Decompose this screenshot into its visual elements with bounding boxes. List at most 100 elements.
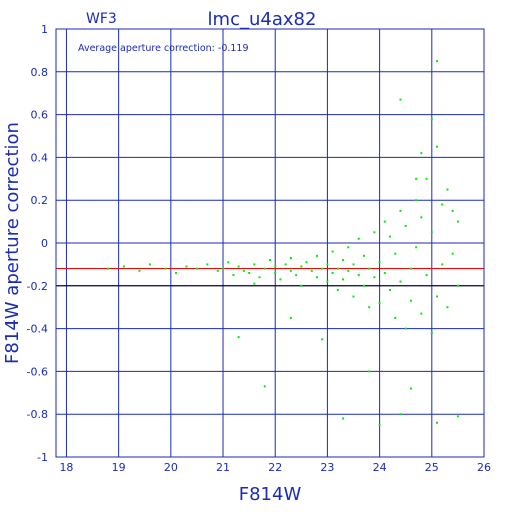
data-point — [122, 265, 125, 268]
data-point — [310, 269, 313, 272]
data-point — [289, 316, 292, 319]
data-point — [456, 415, 459, 418]
data-point — [383, 220, 386, 223]
data-point — [456, 220, 459, 223]
data-point — [342, 259, 345, 262]
x-tick-label: 23 — [320, 461, 334, 474]
y-tick-label: -0.2 — [27, 280, 48, 293]
data-point — [315, 254, 318, 257]
data-point — [232, 274, 235, 277]
data-point — [430, 231, 433, 234]
data-point — [415, 246, 418, 249]
data-point — [305, 261, 308, 264]
data-point — [284, 263, 287, 266]
data-point — [248, 271, 251, 274]
data-point — [394, 252, 397, 255]
data-point — [274, 265, 277, 268]
y-tick-label: 0.8 — [31, 66, 49, 79]
x-tick-label: 18 — [59, 461, 73, 474]
data-point — [342, 417, 345, 420]
data-point — [368, 306, 371, 309]
y-tick-label: -0.6 — [27, 365, 48, 378]
data-point — [378, 423, 381, 426]
annotation-average: Average aperture correction: -0.119 — [78, 43, 249, 54]
data-point — [175, 271, 178, 274]
data-point — [300, 265, 303, 268]
data-point — [342, 278, 345, 281]
y-tick-labels: 1 0.8 0.6 0.4 0.2 0 -0.2 -0.4 -0.6 -0.8 -1 — [27, 23, 48, 464]
chart-title: lmc_u4ax82 — [208, 9, 317, 30]
data-point — [185, 265, 188, 268]
data-point — [253, 263, 256, 266]
data-point — [347, 246, 350, 249]
data-point — [420, 216, 423, 219]
data-point — [336, 289, 339, 292]
data-point — [394, 316, 397, 319]
data-point — [383, 271, 386, 274]
data-point — [321, 267, 324, 270]
data-point — [404, 224, 407, 227]
data-point — [227, 261, 230, 264]
x-tick-label: 19 — [112, 461, 126, 474]
data-point — [368, 267, 371, 270]
data-point — [331, 271, 334, 274]
x-axis-label: F814W — [239, 484, 302, 505]
data-point — [107, 267, 110, 270]
data-point — [331, 250, 334, 253]
data-point — [425, 177, 428, 180]
data-point — [436, 421, 439, 424]
data-point — [326, 280, 329, 283]
data-point — [441, 263, 444, 266]
data-point — [446, 306, 449, 309]
data-point — [409, 267, 412, 270]
data-point — [274, 271, 277, 274]
data-point — [389, 289, 392, 292]
data-point — [430, 331, 433, 334]
plot-frame — [55, 28, 485, 458]
data-point — [373, 231, 376, 234]
data-point — [425, 274, 428, 277]
data-point — [404, 327, 407, 330]
data-point — [409, 387, 412, 390]
data-point — [357, 274, 360, 277]
data-point — [362, 284, 365, 287]
data-point — [242, 269, 245, 272]
camera-label: WF3 — [86, 11, 117, 27]
data-point — [138, 269, 141, 272]
data-point — [321, 338, 324, 341]
data-point — [216, 269, 219, 272]
data-point — [148, 263, 151, 266]
y-tick-label: 1 — [41, 23, 48, 36]
y-tick-label: 0.4 — [31, 151, 49, 164]
y-tick-label: 0.2 — [31, 194, 49, 207]
x-tick-label: 20 — [164, 461, 178, 474]
data-point — [289, 256, 292, 259]
data-point — [378, 261, 381, 264]
data-point — [378, 301, 381, 304]
data-point — [441, 203, 444, 206]
y-axis-label: F814W aperture correction — [2, 122, 23, 364]
data-point — [222, 267, 225, 270]
data-point — [399, 98, 402, 101]
data-point — [258, 276, 261, 279]
y-tick-label: -1 — [37, 451, 48, 464]
data-point — [300, 284, 303, 287]
data-point — [430, 117, 433, 120]
data-point — [436, 295, 439, 298]
data-point — [436, 60, 439, 63]
data-point — [456, 284, 459, 287]
data-point — [237, 336, 240, 339]
y-tick-label: -0.4 — [27, 323, 48, 336]
data-point — [409, 299, 412, 302]
reference-lines — [56, 267, 484, 287]
data-point — [253, 282, 256, 285]
y-tick-label: 0 — [41, 237, 48, 250]
data-point — [368, 370, 371, 373]
data-point — [289, 269, 292, 272]
data-point — [373, 276, 376, 279]
data-point — [451, 252, 454, 255]
data-point — [352, 295, 355, 298]
data-points — [107, 60, 459, 426]
data-point — [352, 263, 355, 266]
